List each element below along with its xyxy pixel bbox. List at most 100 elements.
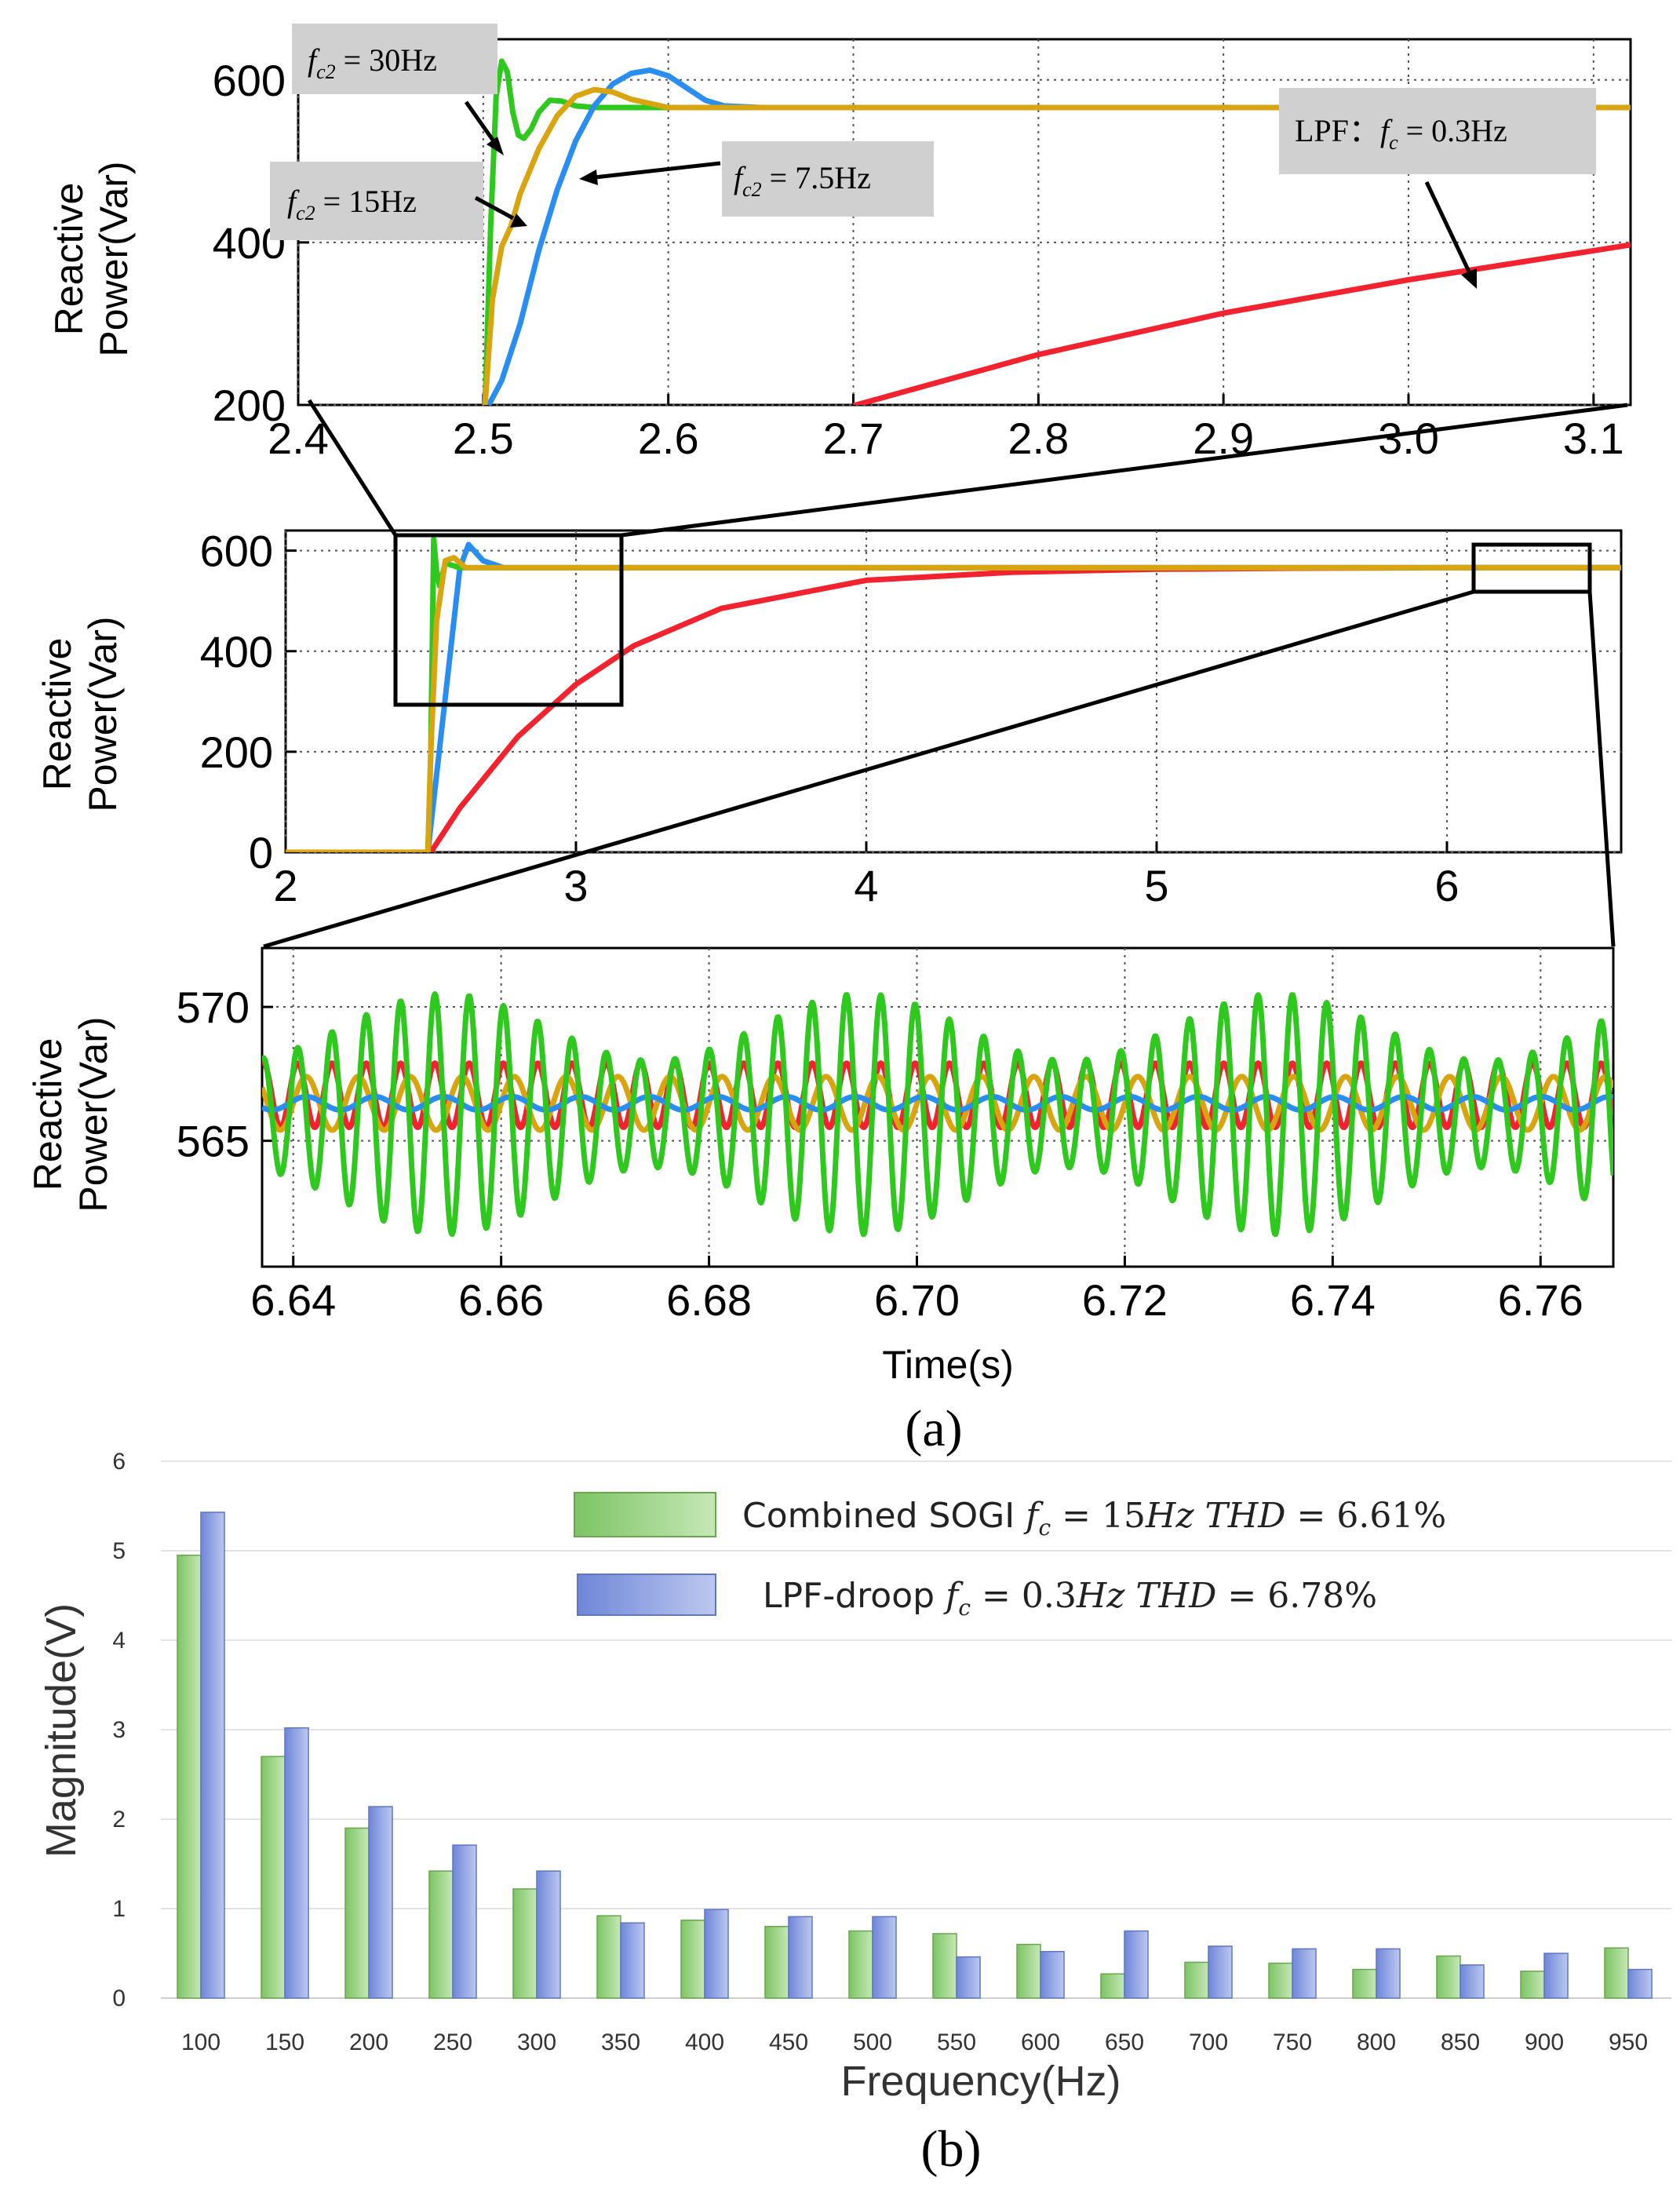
bar-sogi-550 xyxy=(932,1933,957,1999)
grid-bottom xyxy=(262,948,1613,1267)
bar-sogi-700 xyxy=(1184,1961,1209,1999)
x-tick-label-b: 150 xyxy=(265,2029,304,2055)
bar-sogi-500 xyxy=(848,1930,873,1999)
connector-top-right xyxy=(621,403,1628,538)
bar-sogi-450 xyxy=(764,1926,789,1999)
x-ticks-bottom: 6.64 6.66 6.68 6.70 6.72 6.74 6.76 xyxy=(250,1275,1583,1325)
bar-lpf-800 xyxy=(1376,1948,1401,1999)
caption-b: (b) xyxy=(921,2121,982,2178)
connector-top-left xyxy=(307,399,398,537)
y-tick-label-b: 5 xyxy=(112,1538,126,1564)
label-box-lpf xyxy=(1279,88,1596,174)
plot-frame-middle xyxy=(284,529,1623,854)
x-tick-label: 2.5 xyxy=(453,414,514,463)
bar-sogi-350 xyxy=(596,1915,621,1999)
ylabel-b: Magnitude(V) xyxy=(38,1603,85,1858)
series-middle xyxy=(286,536,1621,852)
y-tick-label: 200 xyxy=(200,728,273,777)
x-tick-label-b: 600 xyxy=(1021,2029,1060,2055)
bar-sogi-800 xyxy=(1352,1968,1377,1999)
x-tick-label: 6.72 xyxy=(1082,1275,1168,1325)
zoom-connectors xyxy=(263,399,1628,949)
xlabel-bottom: Time(s) xyxy=(882,1343,1014,1387)
legend-label-lpf: LPF-droop fc = 0.3Hz THD = 6.78% xyxy=(763,1576,1377,1621)
x-ticks-top: 2.4 2.5 2.6 2.7 2.8 2.9 3.0 3.1 xyxy=(268,414,1624,463)
x-tick-label-b: 200 xyxy=(349,2029,388,2055)
series-orange-line xyxy=(482,86,1631,405)
x-tick-label: 3.1 xyxy=(1563,414,1624,463)
grid-top xyxy=(297,39,1631,407)
ylabel-bottom-line1: Reactive xyxy=(26,1038,70,1191)
caption-a: (a) xyxy=(905,1400,962,1457)
arrow-fc15 xyxy=(474,195,515,221)
bar-lpf-700 xyxy=(1208,1945,1233,1999)
x-tick-label: 6.66 xyxy=(458,1275,544,1325)
zoom-box-right xyxy=(1471,542,1592,594)
grid-b xyxy=(161,1460,1671,1909)
bar-lpf-300 xyxy=(536,1870,561,1999)
x-tick-label-b: 550 xyxy=(937,2029,976,2055)
x-ticks-b: 100 150 200 250 300 350 400 450 500 550 600 650 700 7… xyxy=(181,2029,1648,2055)
ylabel-middle-line2: Power(Var) xyxy=(81,616,125,811)
x-tick-label: 6.76 xyxy=(1498,1275,1583,1325)
xlabel-b: Frequency(Hz) xyxy=(840,2058,1121,2105)
arrowhead-fc15 xyxy=(510,213,527,228)
y-tick-label: 565 xyxy=(177,1117,250,1166)
y-ticks-middle: 0 200 400 600 xyxy=(200,527,273,877)
x-tick-label: 2.4 xyxy=(268,414,329,463)
y-tick-label-b: 1 xyxy=(112,1896,126,1922)
x-tick-label-b: 800 xyxy=(1357,2029,1396,2055)
arrowhead-fc30 xyxy=(487,137,504,155)
bar-lpf-850 xyxy=(1460,1964,1485,1999)
y-tick-label: 600 xyxy=(200,527,273,576)
bar-sogi-400 xyxy=(680,1920,705,1999)
y-tick-label: 570 xyxy=(177,983,250,1032)
bar-lpf-450 xyxy=(788,1916,813,1999)
series-green-line xyxy=(482,58,1631,405)
panel-a-bottom: 6.64 6.66 6.68 6.70 6.72 6.74 6.76 565 570 Reac… xyxy=(26,946,1615,1387)
legend-swatch-sogi xyxy=(574,1492,716,1537)
arrow-fc75 xyxy=(594,161,721,180)
arrowhead-fc75 xyxy=(579,170,598,185)
bars-b xyxy=(177,1512,1653,1999)
x-tick-label: 2.7 xyxy=(823,414,884,463)
connector-bottom-left xyxy=(263,589,1474,949)
ylabel-top-line1: Reactive xyxy=(47,183,91,336)
x-tick-label: 6.74 xyxy=(1290,1275,1376,1325)
x-tick-label: 4 xyxy=(854,861,878,910)
y-ticks-bottom: 565 570 xyxy=(177,983,250,1166)
y-tick-label: 0 xyxy=(249,828,273,877)
arrow-lpf xyxy=(1424,181,1471,273)
x-tick-label-b: 850 xyxy=(1441,2029,1480,2055)
bar-lpf-550 xyxy=(956,1956,981,1999)
x-tick-label-b: 350 xyxy=(601,2029,640,2055)
x-tick-label: 6.64 xyxy=(250,1275,336,1325)
x-tick-label: 2 xyxy=(273,861,297,910)
x-tick-label: 6.70 xyxy=(874,1275,960,1325)
bar-sogi-950 xyxy=(1604,1947,1629,1999)
bar-sogi-900 xyxy=(1520,1971,1545,1999)
bar-sogi-600 xyxy=(1016,1943,1041,1999)
ylabel-top-line2: Power(Var) xyxy=(92,161,136,356)
bar-sogi-100 xyxy=(177,1554,202,1999)
x-tick-label-b: 750 xyxy=(1273,2029,1312,2055)
x-tick-label: 2.6 xyxy=(638,414,699,463)
connector-bottom-right xyxy=(1587,591,1616,947)
x-tick-label-b: 500 xyxy=(853,2029,892,2055)
bar-lpf-900 xyxy=(1543,1953,1569,1999)
legend-label-sogi: Combined SOGI fc = 15Hz THD = 6.61% xyxy=(742,1496,1446,1541)
series-orange-line xyxy=(286,555,1621,852)
label-box-fc75 xyxy=(722,141,934,217)
bar-lpf-150 xyxy=(284,1727,309,1999)
label-fc30: fc2 = 30Hz xyxy=(308,42,437,83)
bar-lpf-650 xyxy=(1124,1930,1149,1999)
legend-swatch-lpf xyxy=(577,1574,716,1616)
bar-lpf-200 xyxy=(368,1806,393,1999)
series-bottom xyxy=(262,991,1613,1238)
label-fc75: fc2 = 7.5Hz xyxy=(734,160,871,201)
bar-sogi-250 xyxy=(428,1870,454,1999)
y-tick-label-b: 3 xyxy=(112,1717,126,1743)
series-top xyxy=(482,58,1631,405)
